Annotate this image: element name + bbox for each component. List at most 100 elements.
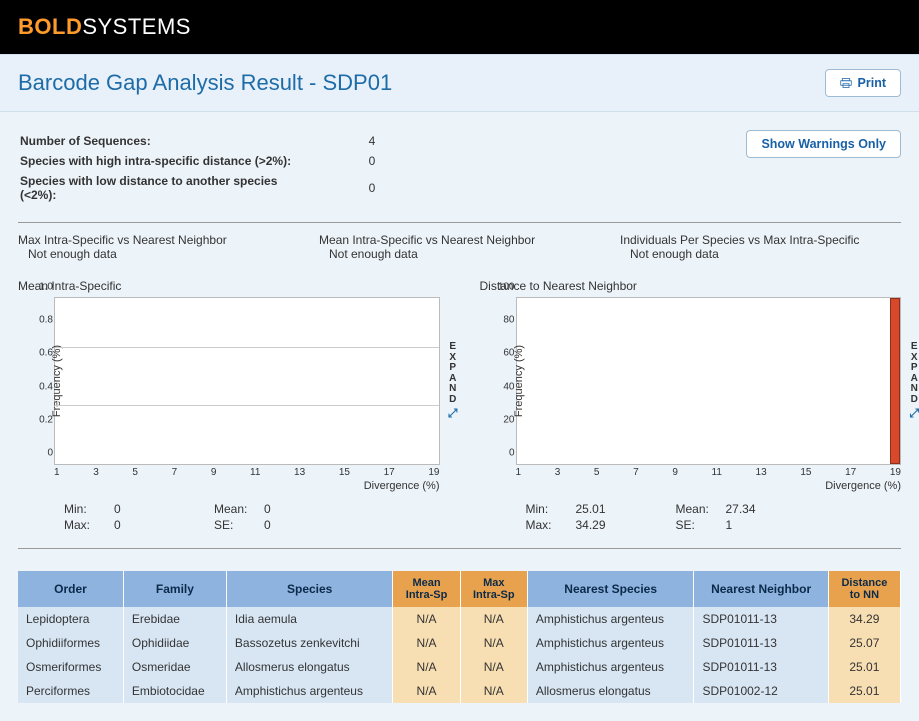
expand-label: EXPAND	[911, 341, 918, 405]
placeholder-title: Individuals Per Species vs Max Intra-Spe…	[620, 233, 901, 247]
table-row: OphidiiformesOphidiidaeBassozetus zenkev…	[18, 631, 901, 655]
chart-title: Mean Intra-Specific	[18, 279, 440, 293]
chart-right: Distance to Nearest Neighbor Frequency (…	[480, 279, 902, 532]
col-species: Species	[226, 571, 393, 607]
divider	[18, 222, 901, 223]
cell-nearest-species: Amphistichus argenteus	[527, 607, 694, 631]
y-tick: 80	[489, 315, 515, 326]
cell-family: Ophidiidae	[123, 631, 226, 655]
cell-family: Erebidae	[123, 607, 226, 631]
cell-order: Ophidiiformes	[18, 631, 123, 655]
stat-value: 0	[264, 502, 324, 516]
cell-nearest-neighbor: SDP01011-13	[694, 655, 828, 679]
expand-label: EXPAND	[449, 341, 456, 405]
stat-label: SE:	[676, 518, 716, 532]
cell-order: Osmeriformes	[18, 655, 123, 679]
expand-button[interactable]: EXPAND ⤢	[909, 342, 919, 420]
y-tick: 40	[489, 381, 515, 392]
x-tick: 11	[250, 467, 260, 478]
print-button[interactable]: Print	[825, 69, 901, 97]
x-tick: 19	[428, 467, 439, 478]
table-row: PerciformesEmbiotocidaeAmphistichus arge…	[18, 679, 901, 703]
placeholder-msg: Not enough data	[620, 247, 901, 261]
table-head: Order Family Species MeanIntra-Sp MaxInt…	[18, 571, 901, 607]
x-tick: 5	[594, 467, 600, 478]
x-tick: 1	[516, 467, 522, 478]
summary-row: Number of Sequences:4 Species with high …	[18, 130, 901, 206]
summary-label: Number of Sequences:	[20, 132, 300, 150]
cell-max: N/A	[460, 631, 527, 655]
col-mean-intra: MeanIntra-Sp	[393, 571, 460, 607]
cell-max: N/A	[460, 655, 527, 679]
y-tick: 0.4	[27, 381, 53, 392]
x-tick: 7	[172, 467, 178, 478]
x-tick: 13	[756, 467, 767, 478]
brand-logo: BOLDSYSTEMS	[18, 14, 191, 39]
results-table: Order Family Species MeanIntra-Sp MaxInt…	[18, 571, 901, 703]
placeholder-panel: Max Intra-Specific vs Nearest Neighbor N…	[18, 233, 299, 261]
cell-nearest-species: Amphistichus argenteus	[527, 631, 694, 655]
stat-label: Mean:	[214, 502, 254, 516]
gridline	[55, 405, 439, 406]
cell-nearest-species: Allosmerus elongatus	[527, 679, 694, 703]
cell-family: Embiotocidae	[123, 679, 226, 703]
y-ticks: 0 20 40 60 80 100	[489, 298, 515, 464]
summary-value: 0	[302, 152, 442, 170]
x-tick: 13	[294, 467, 305, 478]
y-tick: 0.8	[27, 315, 53, 326]
col-nearest-species: Nearest Species	[527, 571, 694, 607]
cell-mean: N/A	[393, 607, 460, 631]
cell-species: Amphistichus argenteus	[226, 679, 393, 703]
placeholder-title: Max Intra-Specific vs Nearest Neighbor	[18, 233, 299, 247]
cell-species: Idia aemula	[226, 607, 393, 631]
col-nearest-neighbor: Nearest Neighbor	[694, 571, 828, 607]
stat-value: 0	[114, 502, 174, 516]
placeholder-msg: Not enough data	[18, 247, 299, 261]
y-tick: 60	[489, 348, 515, 359]
cell-dist: 25.01	[828, 655, 900, 679]
placeholder-panels: Max Intra-Specific vs Nearest Neighbor N…	[18, 233, 901, 261]
expand-icon: ⤢	[909, 407, 919, 420]
table-row: LepidopteraErebidaeIdia aemulaN/AN/AAmph…	[18, 607, 901, 631]
x-tick: 3	[555, 467, 561, 478]
show-warnings-label: Show Warnings Only	[761, 137, 886, 151]
y-tick: 0.2	[27, 414, 53, 425]
col-dist-nn: Distanceto NN	[828, 571, 900, 607]
x-axis-label: Divergence (%)	[18, 480, 440, 492]
expand-button[interactable]: EXPAND ⤢	[448, 342, 458, 420]
chart-stats: Min:0 Mean:0	[64, 502, 440, 516]
content: Number of Sequences:4 Species with high …	[0, 112, 919, 721]
chart-stats: Max:0 SE:0	[64, 518, 440, 532]
placeholder-panel: Mean Intra-Specific vs Nearest Neighbor …	[319, 233, 600, 261]
summary-row-item: Number of Sequences:4	[20, 132, 442, 150]
x-ticks: 1 3 5 7 9 11 13 15 17 19	[516, 465, 902, 478]
x-tick: 15	[800, 467, 811, 478]
chart-title: Distance to Nearest Neighbor	[480, 279, 902, 293]
cell-order: Perciformes	[18, 679, 123, 703]
cell-mean: N/A	[393, 679, 460, 703]
stat-value: 0	[264, 518, 324, 532]
x-tick: 11	[712, 467, 722, 478]
cell-nearest-species: Amphistichus argenteus	[527, 655, 694, 679]
stat-label: Max:	[526, 518, 566, 532]
y-tick: 0.6	[27, 348, 53, 359]
table-body: LepidopteraErebidaeIdia aemulaN/AN/AAmph…	[18, 607, 901, 703]
gridline	[55, 347, 439, 348]
col-order: Order	[18, 571, 123, 607]
chart-stats: Min:25.01 Mean:27.34	[526, 502, 902, 516]
table-row: OsmeriformesOsmeridaeAllosmerus elongatu…	[18, 655, 901, 679]
show-warnings-button[interactable]: Show Warnings Only	[746, 130, 901, 158]
x-tick: 19	[890, 467, 901, 478]
topbar: BOLDSYSTEMS	[0, 0, 919, 54]
summary-table: Number of Sequences:4 Species with high …	[18, 130, 444, 206]
summary-value: 4	[302, 132, 442, 150]
page-title: Barcode Gap Analysis Result - SDP01	[18, 70, 392, 96]
x-tick: 15	[339, 467, 350, 478]
col-family: Family	[123, 571, 226, 607]
cell-dist: 25.01	[828, 679, 900, 703]
expand-icon: ⤢	[448, 407, 458, 420]
x-tick: 1	[54, 467, 60, 478]
x-tick: 17	[845, 467, 856, 478]
cell-dist: 34.29	[828, 607, 900, 631]
summary-row-item: Species with low distance to another spe…	[20, 172, 442, 204]
